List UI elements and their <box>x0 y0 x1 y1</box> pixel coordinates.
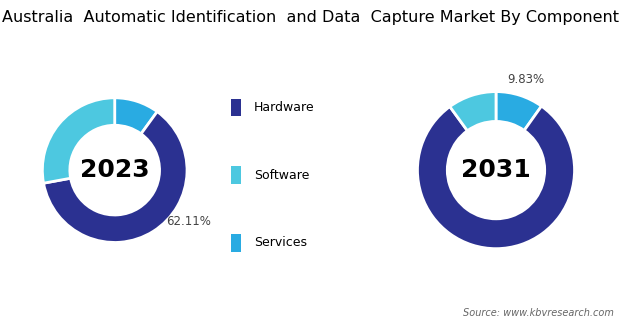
Wedge shape <box>43 112 187 242</box>
Text: 62.11%: 62.11% <box>166 215 211 229</box>
Wedge shape <box>42 98 115 183</box>
Text: Australia  Automatic Identification  and Data  Capture Market By Component: Australia Automatic Identification and D… <box>1 10 619 25</box>
FancyBboxPatch shape <box>231 234 241 252</box>
FancyBboxPatch shape <box>231 99 241 116</box>
Wedge shape <box>115 98 157 134</box>
Wedge shape <box>450 91 496 131</box>
Text: Hardware: Hardware <box>254 101 315 114</box>
FancyBboxPatch shape <box>231 166 241 184</box>
Text: Source: www.kbvresearch.com: Source: www.kbvresearch.com <box>463 308 614 318</box>
Wedge shape <box>417 106 575 249</box>
Text: Software: Software <box>254 169 309 182</box>
Text: 2023: 2023 <box>80 158 149 182</box>
Wedge shape <box>496 91 541 130</box>
Text: 9.83%: 9.83% <box>507 73 544 85</box>
Text: 2031: 2031 <box>461 158 531 182</box>
Text: Services: Services <box>254 236 307 249</box>
